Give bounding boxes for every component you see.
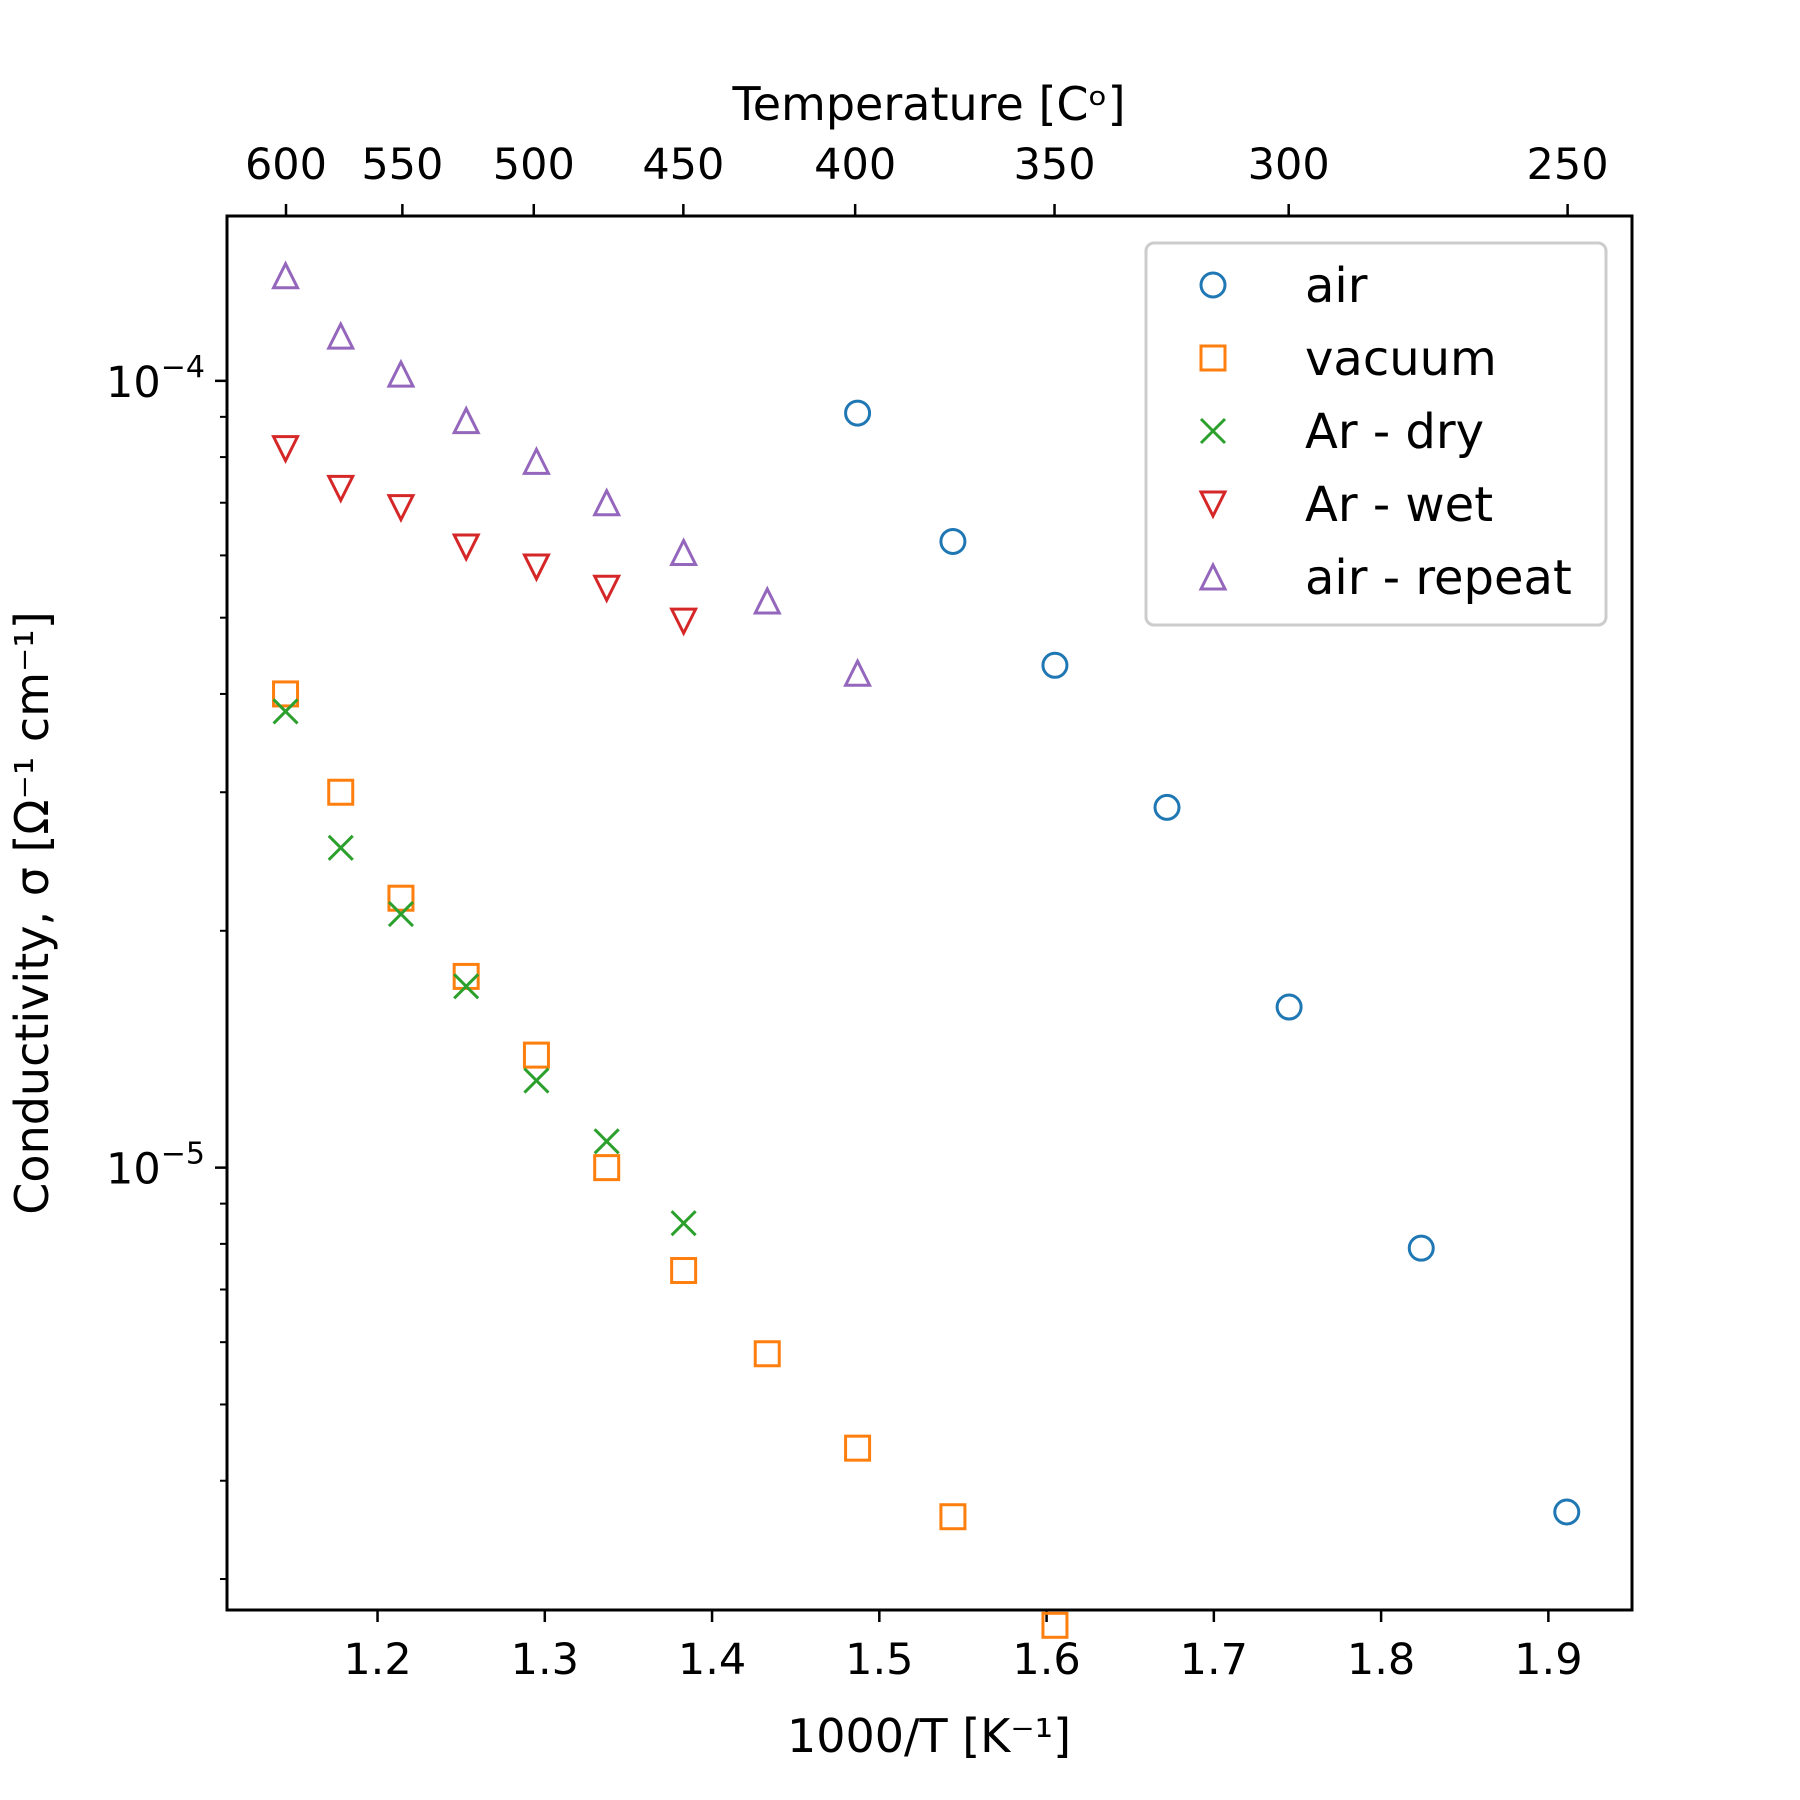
top-x-tick-label: 500 bbox=[493, 140, 575, 190]
data-point bbox=[843, 657, 873, 687]
data-point bbox=[326, 474, 356, 504]
data-point bbox=[669, 607, 699, 637]
x-tick-label: 1.4 bbox=[678, 1635, 746, 1685]
data-point bbox=[1041, 651, 1069, 679]
x-tick-label: 1.6 bbox=[1012, 1635, 1080, 1685]
data-point bbox=[327, 834, 354, 861]
data-point bbox=[386, 358, 416, 388]
data-point bbox=[327, 778, 355, 806]
top-x-tick-label: 350 bbox=[1013, 140, 1095, 190]
data-point bbox=[592, 487, 622, 517]
data-point bbox=[522, 553, 551, 583]
data-point bbox=[453, 973, 480, 1000]
data-point bbox=[387, 884, 415, 912]
top-x-axis-label: Temperature [Cᵒ] bbox=[731, 77, 1125, 131]
data-point bbox=[1041, 1611, 1069, 1639]
data-point bbox=[752, 585, 782, 615]
data-point bbox=[670, 1210, 697, 1237]
legend[interactable]: air vacuum Ar - dry Ar - wet air - repeat bbox=[1144, 241, 1608, 627]
x-tick-label: 1.3 bbox=[511, 1635, 579, 1685]
y-tick-label: 10−5 bbox=[106, 1137, 205, 1195]
legend-marker bbox=[1198, 561, 1228, 591]
y-tick-base: 10 bbox=[106, 1145, 161, 1195]
y-tick-label: 10−4 bbox=[106, 350, 205, 408]
top-x-tick-label: 550 bbox=[361, 140, 443, 190]
y-tick-exponent: −5 bbox=[161, 1137, 205, 1172]
data-point bbox=[844, 399, 872, 427]
top-x-tick-label: 400 bbox=[814, 140, 896, 190]
data-point bbox=[593, 1128, 620, 1155]
data-point bbox=[670, 1257, 698, 1285]
x-tick-label: 1.2 bbox=[343, 1635, 411, 1685]
data-point bbox=[522, 446, 551, 475]
top-x-tick-label: 450 bbox=[642, 140, 724, 190]
data-point bbox=[1275, 993, 1303, 1021]
y-tick-exponent: −4 bbox=[161, 350, 205, 385]
plot-frame bbox=[225, 214, 1634, 1612]
data-point bbox=[271, 260, 300, 290]
data-point bbox=[592, 574, 622, 604]
legend-marker bbox=[1199, 271, 1227, 299]
legend-marker bbox=[1199, 344, 1227, 372]
data-point bbox=[272, 680, 300, 708]
data-point bbox=[523, 1067, 550, 1094]
data-point bbox=[451, 533, 481, 563]
legend-label: vacuum bbox=[1305, 331, 1497, 387]
x-tick-label: 1.5 bbox=[845, 1635, 913, 1685]
data-point bbox=[386, 494, 416, 523]
legend-label: Ar - wet bbox=[1305, 477, 1493, 533]
data-point bbox=[939, 527, 967, 555]
legend-marker bbox=[1198, 490, 1228, 520]
data-point bbox=[451, 405, 481, 435]
data-point bbox=[844, 1434, 872, 1462]
top-x-tick-label: 600 bbox=[245, 140, 327, 190]
legend-marker bbox=[1199, 417, 1227, 445]
data-point bbox=[593, 1154, 621, 1182]
legend-box bbox=[1144, 241, 1608, 627]
x-axis-label: 1000/T [K⁻¹] bbox=[787, 1709, 1071, 1763]
top-x-tick-label: 250 bbox=[1527, 140, 1609, 190]
ticks-layer: 1.2 1.3 1.4 1.5 1.6 1.7 1.8 1.9 600 550 500 450 400 3… bbox=[106, 140, 1609, 1685]
data-point bbox=[753, 1340, 781, 1368]
legend-label: Ar - dry bbox=[1305, 404, 1484, 460]
data-point bbox=[272, 698, 299, 725]
y-axis-label: Conductivity, σ [Ω⁻¹ cm⁻¹] bbox=[5, 611, 59, 1214]
y-tick-base: 10 bbox=[106, 358, 161, 408]
legend-entries: air vacuum Ar - dry Ar - wet air - repeat bbox=[1198, 258, 1572, 606]
data-point bbox=[669, 537, 699, 567]
data-point bbox=[271, 435, 300, 465]
data-marks bbox=[271, 260, 1581, 1639]
data-point bbox=[326, 320, 356, 350]
legend-label: air - repeat bbox=[1305, 550, 1572, 606]
data-point bbox=[522, 1041, 550, 1069]
data-point bbox=[939, 1503, 967, 1531]
data-point bbox=[387, 901, 415, 928]
legend-label: air bbox=[1305, 258, 1368, 314]
x-tick-label: 1.8 bbox=[1347, 1635, 1415, 1685]
top-x-tick-label: 300 bbox=[1248, 140, 1330, 190]
x-tick-label: 1.7 bbox=[1180, 1635, 1248, 1685]
data-point bbox=[1407, 1234, 1435, 1262]
data-point bbox=[1553, 1498, 1581, 1526]
data-point bbox=[1153, 793, 1181, 821]
x-tick-label: 1.9 bbox=[1514, 1635, 1582, 1685]
